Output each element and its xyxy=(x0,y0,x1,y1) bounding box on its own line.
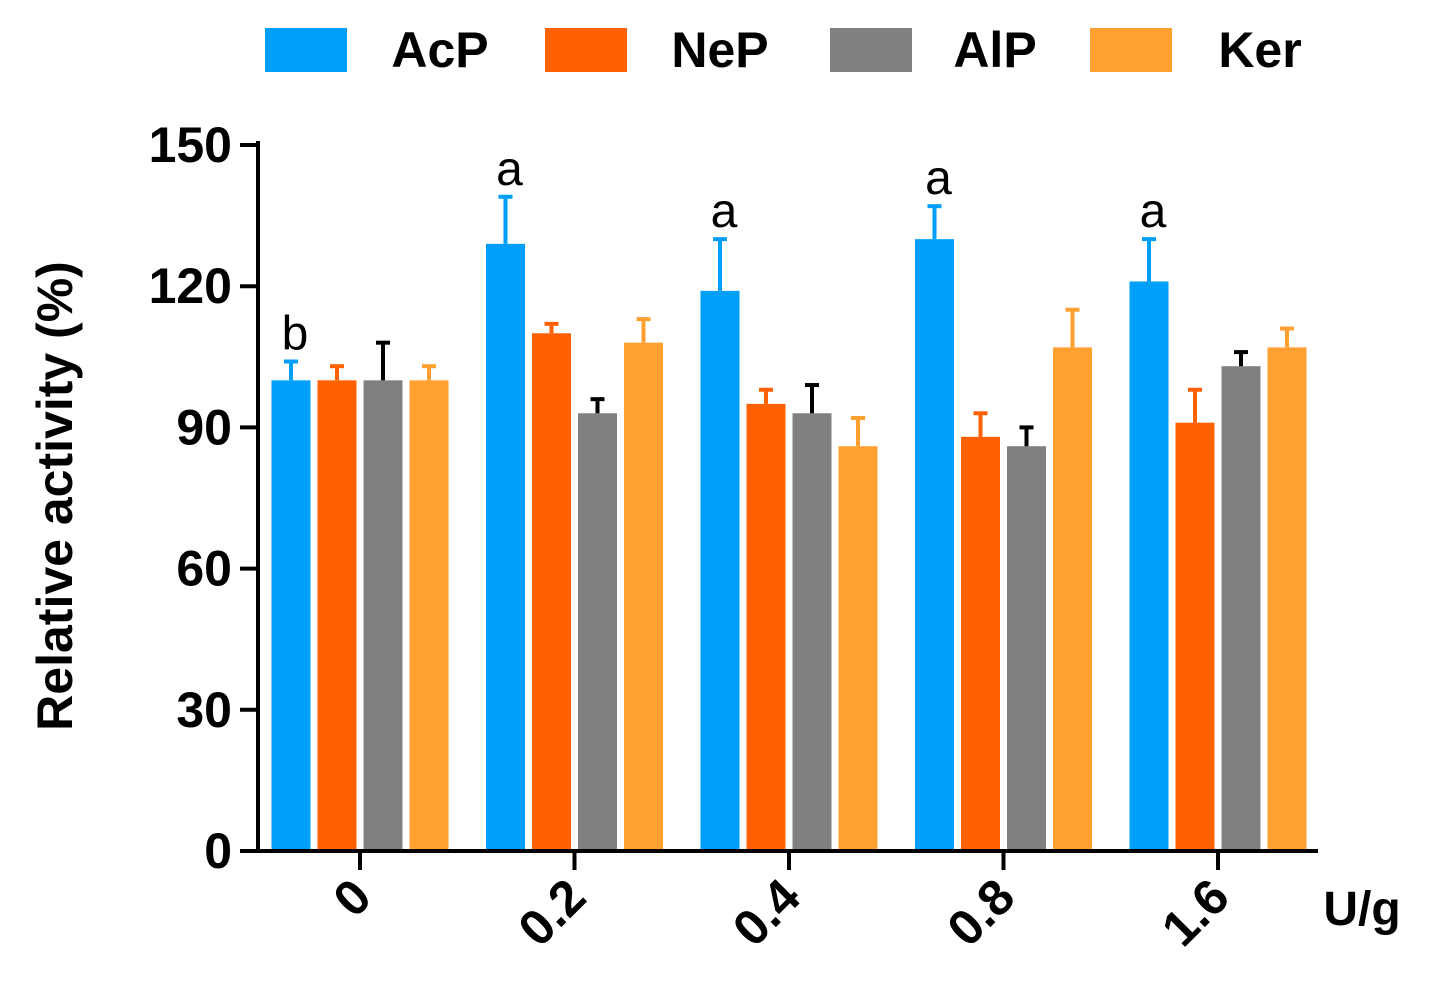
y-tick-label: 0 xyxy=(204,823,232,879)
bar-alp-0 xyxy=(363,380,403,851)
bar-ker-0.8 xyxy=(1053,347,1092,851)
bar-acp-0.8 xyxy=(915,239,954,852)
x-tick-label: 0.8 xyxy=(937,868,1026,957)
y-axis-label: Relative activity (%) xyxy=(27,261,83,731)
plot-area: b a a a a xyxy=(271,143,1307,852)
y-tick-label: 150 xyxy=(149,117,232,173)
x-axis-ticks: 0 0.2 0.4 0.8 1.6 xyxy=(323,851,1240,957)
bar-acp-1.6 xyxy=(1129,281,1169,851)
significance-label: b xyxy=(282,308,309,361)
bar-nep-1.6 xyxy=(1175,422,1215,851)
legend-swatch-ker xyxy=(1090,28,1172,72)
significance-label: a xyxy=(1140,185,1167,238)
legend-label-acp: AcP xyxy=(391,22,488,78)
bar-ker-1.6 xyxy=(1267,347,1307,851)
y-tick-label: 120 xyxy=(149,258,232,314)
bar-nep-0 xyxy=(317,380,357,851)
x-tick-label: 0.4 xyxy=(722,868,811,957)
bar-ker-0.2 xyxy=(624,342,663,851)
legend-label-ker: Ker xyxy=(1218,22,1301,78)
y-tick-label: 30 xyxy=(176,682,232,738)
bar-nep-0.2 xyxy=(532,333,571,851)
bar-acp-0.4 xyxy=(700,290,740,851)
x-tick-label: 0.2 xyxy=(508,868,597,957)
significance-label: a xyxy=(711,185,738,238)
legend-swatch-alp xyxy=(830,28,912,72)
legend-swatch-acp xyxy=(265,28,347,72)
bar-ker-0.4 xyxy=(838,446,878,851)
bar-alp-0.2 xyxy=(578,413,617,851)
y-tick-label: 60 xyxy=(176,541,232,597)
bar-acp-0.2 xyxy=(486,243,525,852)
bar-acp-0 xyxy=(271,380,311,851)
bar-nep-0.8 xyxy=(961,436,1000,851)
legend: AcP NeP AlP Ker xyxy=(265,22,1302,78)
significance-label: a xyxy=(496,143,523,196)
y-tick-label: 90 xyxy=(176,399,232,455)
bar-ker-0 xyxy=(409,380,449,851)
x-tick-label: 1.6 xyxy=(1151,868,1240,957)
significance-label: a xyxy=(925,152,952,205)
legend-label-alp: AlP xyxy=(953,22,1036,78)
bar-alp-0.4 xyxy=(792,413,832,851)
x-tick-label: 0 xyxy=(323,868,382,927)
x-axis-label: U/g xyxy=(1323,883,1400,936)
legend-swatch-nep xyxy=(545,28,627,72)
bar-alp-1.6 xyxy=(1221,366,1261,851)
bar-nep-0.4 xyxy=(746,403,786,851)
bar-alp-0.8 xyxy=(1007,446,1046,851)
y-axis-ticks: 0 30 60 90 120 150 xyxy=(149,117,258,879)
legend-label-nep: NeP xyxy=(671,22,768,78)
